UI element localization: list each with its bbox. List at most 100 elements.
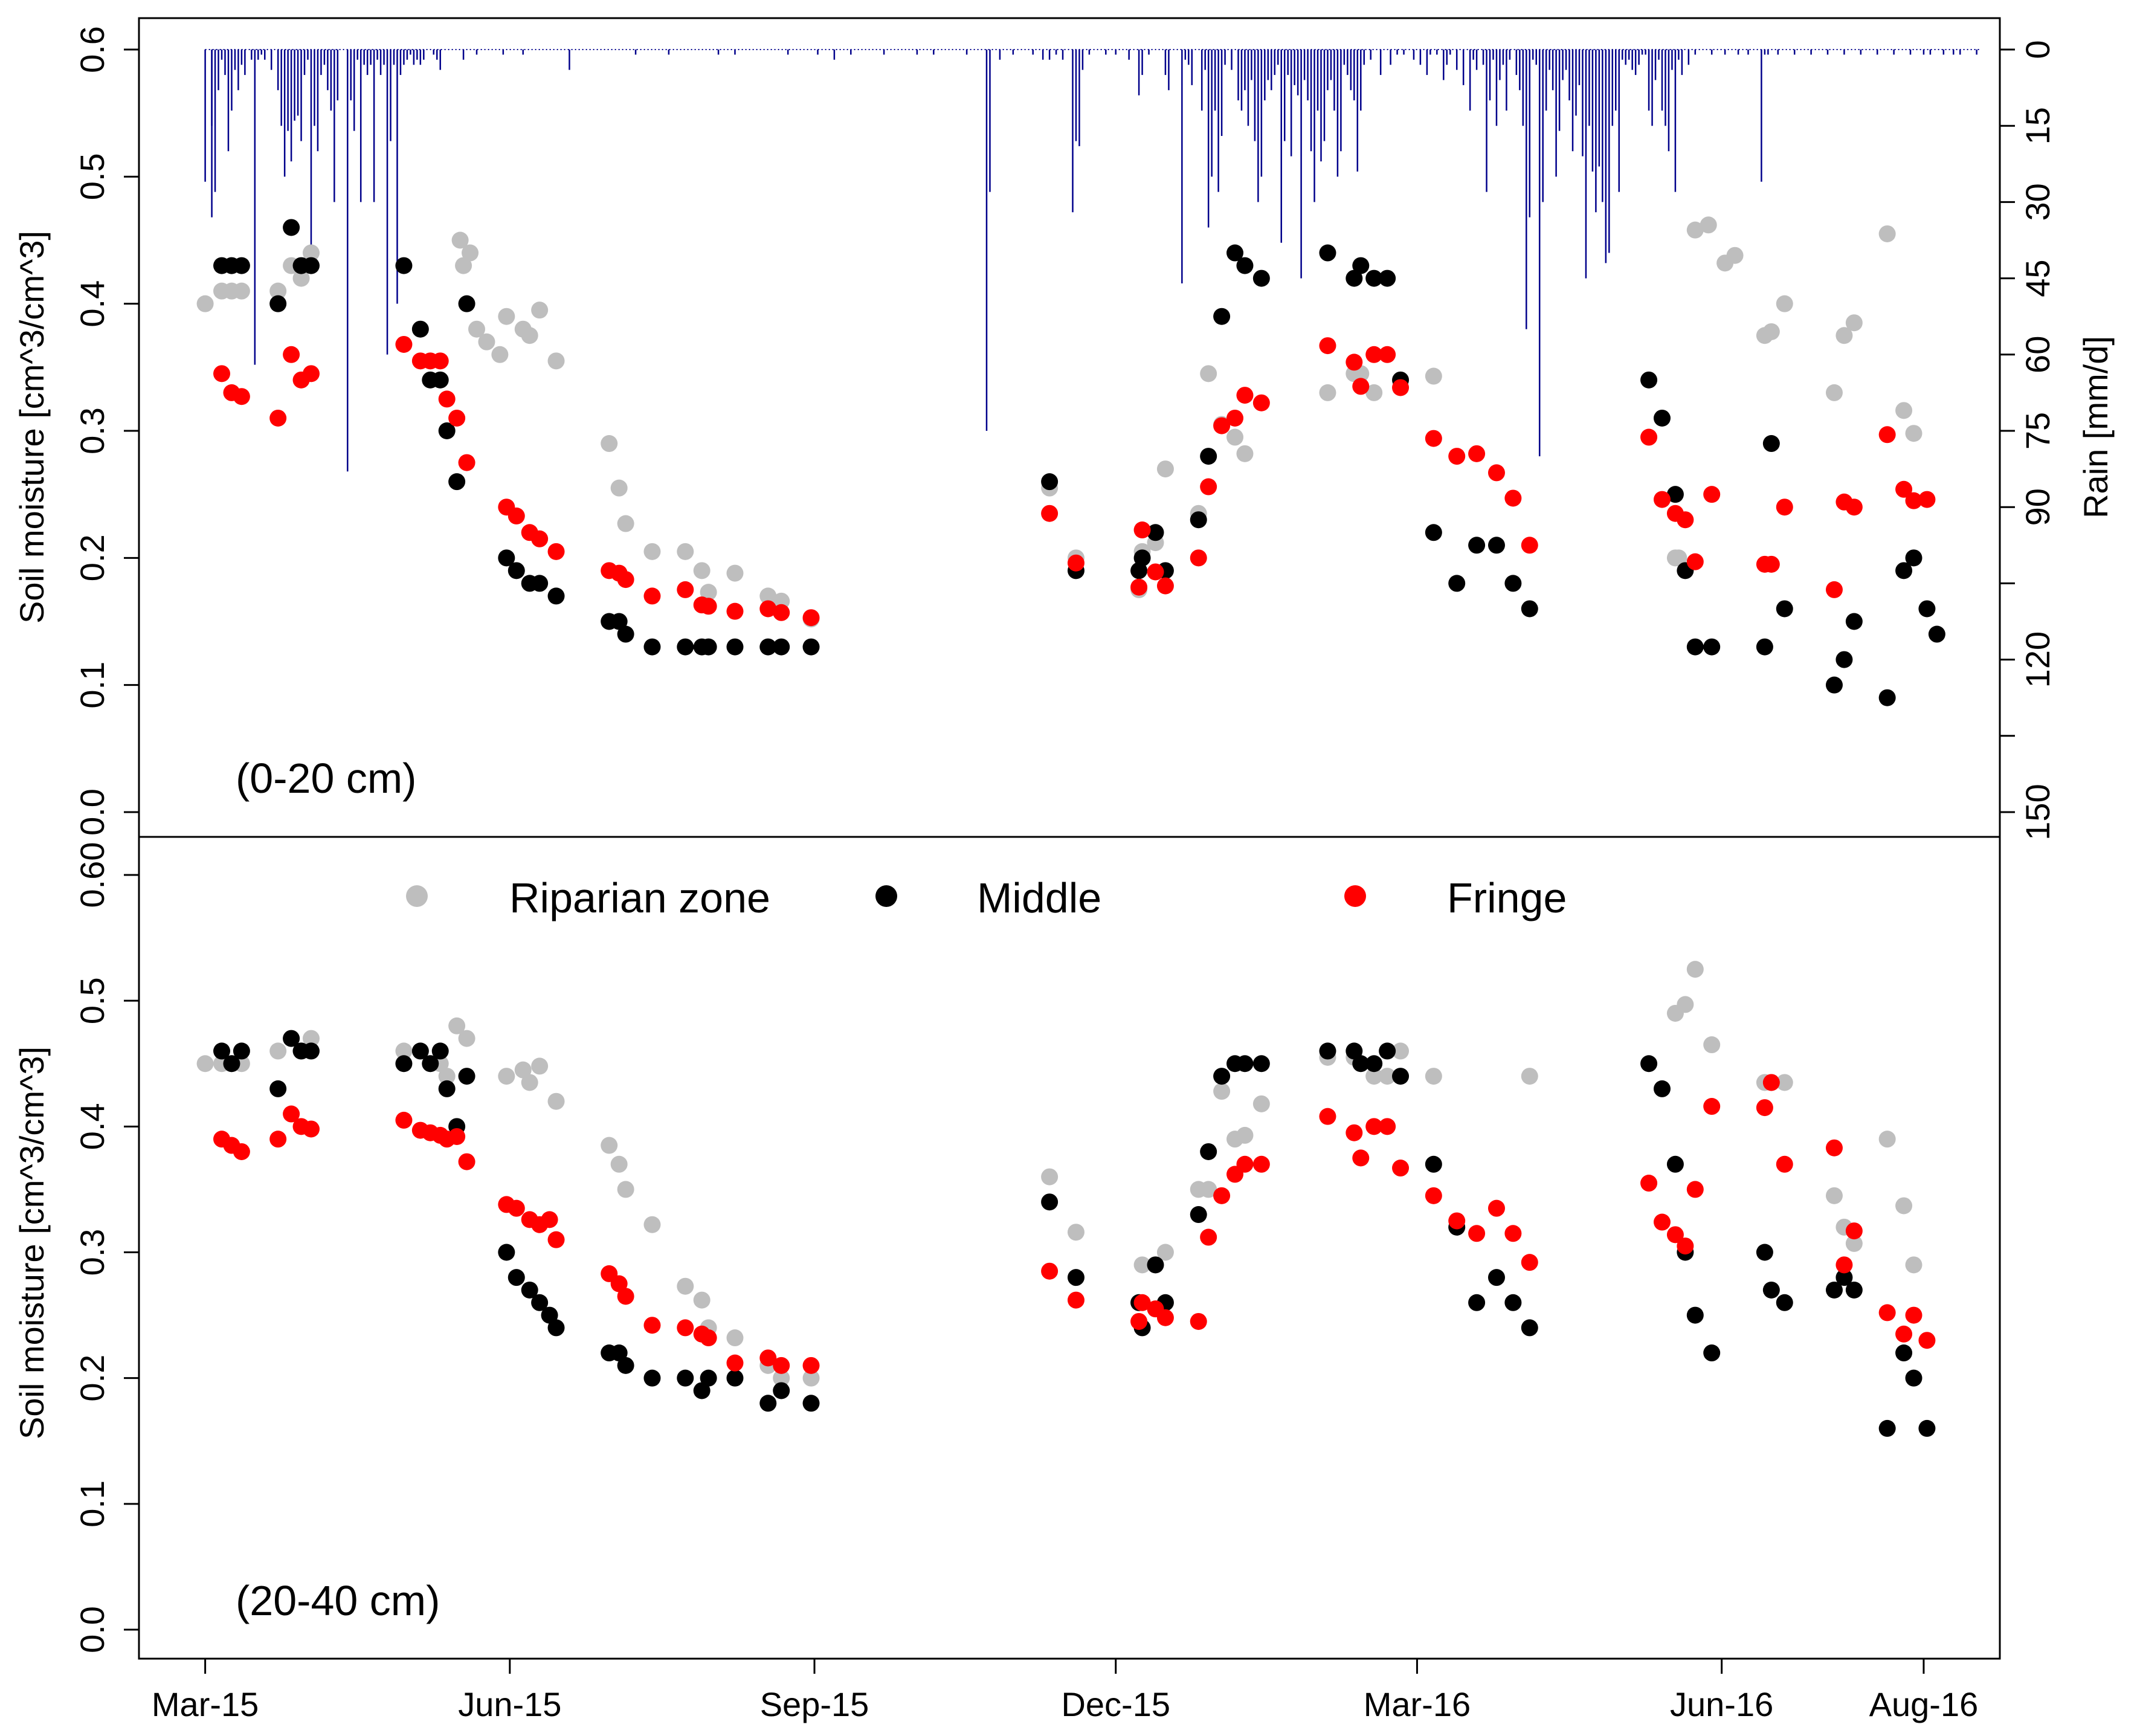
p1-fringe-point-6	[302, 365, 320, 382]
p1-fringe-point-4	[283, 346, 300, 363]
p1-fringe-point-17	[531, 530, 549, 547]
x-tick-label-6: Aug-16	[1869, 1685, 1979, 1723]
p1-riparian-point-14	[498, 308, 515, 325]
p1-riparian-point-54	[1776, 295, 1793, 312]
panel-0-20cm-y-axis: 0.0 0.1 0.2 0.3 0.4 0.5 0.6	[73, 26, 139, 836]
p1-fringe-point-26	[726, 602, 744, 620]
p2-fringe-point-53	[1504, 1225, 1522, 1242]
p1-riparian-point-47	[1670, 549, 1687, 567]
p2-fringe-point-47	[1379, 1118, 1396, 1135]
p2-middle-point-63	[1776, 1294, 1793, 1311]
p2-fringe-point-30	[802, 1357, 820, 1374]
p2-y-tick-label-0: 0.0	[73, 1606, 111, 1653]
p2-middle-point-39	[1213, 1068, 1231, 1085]
p1-fringe-point-31	[1067, 554, 1085, 572]
p2-riparian-point-29	[773, 1369, 790, 1387]
p2-riparian-point-59	[1845, 1234, 1863, 1252]
p2-fringe-point-3	[269, 1131, 287, 1148]
rain-axis: 0 15 30 45 60 75 90 120 150	[1999, 40, 2057, 841]
p1-middle-point-22	[643, 638, 661, 656]
x-tick-label-0: Mar-15	[152, 1685, 259, 1723]
p2-fringe-point-12	[448, 1128, 466, 1145]
p1-riparian-point-49	[1700, 216, 1717, 234]
p1-riparian-point-22	[643, 543, 661, 560]
p2-fringe-point-31	[1041, 1262, 1059, 1280]
p2-fringe-point-63	[1776, 1155, 1793, 1173]
p1-middle-point-64	[1835, 651, 1853, 668]
p2-y-tick-label-5: 0.5	[73, 977, 111, 1024]
p2-middle-point-32	[1067, 1269, 1085, 1286]
p2-riparian-point-16	[514, 1061, 532, 1079]
p2-riparian-point-57	[1825, 1187, 1843, 1204]
p1-riparian-point-40	[1236, 445, 1254, 462]
p1-middle-point-27	[759, 638, 777, 656]
p1-middle-point-26	[726, 638, 744, 656]
p2-riparian-point-53	[1703, 1036, 1721, 1054]
p1-fringe-point-11	[438, 390, 456, 408]
p2-fringe-point-69	[1905, 1306, 1922, 1324]
p1-middle-point-65	[1845, 613, 1863, 630]
p1-middle-point-50	[1468, 537, 1486, 554]
p1-riparian-point-56	[1835, 327, 1853, 344]
p1-fringe-point-44	[1352, 378, 1370, 395]
p1-riparian-point-13	[462, 244, 479, 262]
p2-fringe-point-60	[1703, 1098, 1721, 1115]
p1-y-tick-label-6: 0.6	[73, 26, 111, 73]
p2-fringe-point-46	[1365, 1118, 1383, 1135]
rain-tick-label-0: 0	[2019, 40, 2057, 59]
p2-fringe-point-34	[1133, 1294, 1151, 1311]
p1-fringe-point-58	[1686, 553, 1704, 570]
p2-middle-point-55	[1640, 1055, 1658, 1073]
p2-middle-point-70	[1918, 1419, 1936, 1437]
p1-riparian-point-51	[1726, 247, 1744, 264]
p1-y-tick-label-4: 0.4	[73, 280, 111, 328]
legend-label-middle: Middle	[977, 874, 1101, 921]
p1-riparian-point-6	[292, 269, 310, 287]
p1-fringe-point-30	[1041, 505, 1059, 522]
p2-middle-point-61	[1756, 1244, 1773, 1261]
p1-middle-point-32	[1130, 562, 1148, 579]
p2-riparian-point-30	[802, 1369, 820, 1387]
p2-middle-point-4	[283, 1030, 300, 1047]
p1-fringe-point-45	[1365, 346, 1383, 363]
p1-middle-point-25	[700, 638, 717, 656]
p2-middle-point-43	[1319, 1042, 1336, 1060]
p1-riparian-point-16	[521, 327, 538, 344]
p2-y-tick-label-3: 0.3	[73, 1229, 111, 1276]
p2-riparian-point-42	[1252, 1095, 1270, 1112]
p2-middle-point-22	[617, 1357, 634, 1374]
p2-riparian-point-62	[1905, 1256, 1922, 1274]
p1-middle-point-37	[1200, 448, 1217, 465]
p1-fringe-point-41	[1252, 394, 1270, 411]
p2-middle-point-15	[508, 1269, 525, 1286]
p1-riparian-point-35	[1156, 460, 1174, 478]
p1-middle-point-6	[302, 257, 320, 274]
p2-middle-point-66	[1845, 1281, 1863, 1299]
p1-y-tick-label-3: 0.3	[73, 407, 111, 454]
rain-tick-label-3: 45	[2019, 259, 2057, 297]
legend-marker-fringe	[1344, 885, 1366, 907]
x-tick-label-2: Sep-15	[760, 1685, 869, 1723]
p1-riparian-point-48	[1686, 221, 1704, 239]
p2-riparian-point-25	[693, 1291, 711, 1309]
p2-fringe-point-64	[1825, 1139, 1843, 1157]
panel-20-40cm-y-axis: 0.0 0.1 0.2 0.3 0.4 0.5 0.60	[73, 842, 139, 1653]
p2-fringe-point-29	[773, 1357, 790, 1374]
legend-label-riparian: Riparian zone	[509, 874, 770, 921]
p1-middle-point-38	[1213, 308, 1231, 325]
p2-riparian-point-19	[547, 1092, 565, 1110]
p2-fringe-point-18	[541, 1211, 558, 1228]
p1-middle-point-70	[1928, 625, 1945, 643]
p1-middle-point-66	[1878, 689, 1896, 706]
p2-riparian-point-22	[617, 1181, 634, 1198]
p1-middle-point-59	[1703, 638, 1721, 656]
p1-middle-point-41	[1252, 269, 1270, 287]
p1-fringe-point-32	[1130, 578, 1148, 596]
p1-riparian-point-9	[468, 320, 486, 338]
p1-middle-point-20	[610, 613, 628, 630]
p1-middle-point-49	[1448, 575, 1466, 592]
p2-middle-point-1	[223, 1055, 240, 1073]
p2-fringe-point-33	[1130, 1312, 1148, 1330]
p1-middle-point-28	[773, 638, 790, 656]
p1-fringe-point-65	[1845, 499, 1863, 516]
